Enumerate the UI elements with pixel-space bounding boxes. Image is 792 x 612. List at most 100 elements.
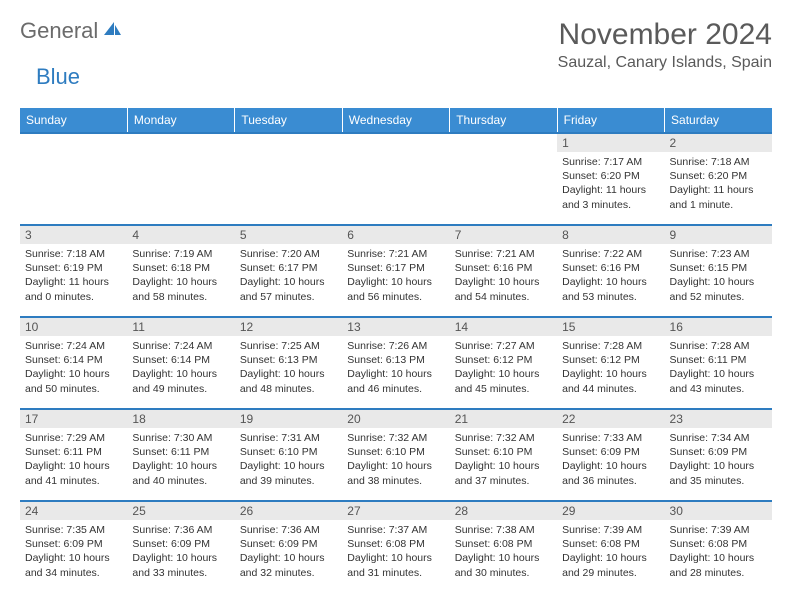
day-number: 8 bbox=[557, 226, 664, 244]
day-content: Sunrise: 7:19 AMSunset: 6:18 PMDaylight:… bbox=[127, 244, 234, 308]
day-number: 14 bbox=[450, 318, 557, 336]
day-number: 3 bbox=[20, 226, 127, 244]
calendar-cell: 27Sunrise: 7:37 AMSunset: 6:08 PMDayligh… bbox=[342, 501, 449, 593]
day-number: 4 bbox=[127, 226, 234, 244]
day-content: Sunrise: 7:27 AMSunset: 6:12 PMDaylight:… bbox=[450, 336, 557, 400]
day-content: Sunrise: 7:20 AMSunset: 6:17 PMDaylight:… bbox=[235, 244, 342, 308]
day-number: 10 bbox=[20, 318, 127, 336]
calendar-cell: 17Sunrise: 7:29 AMSunset: 6:11 PMDayligh… bbox=[20, 409, 127, 501]
calendar-cell: 14Sunrise: 7:27 AMSunset: 6:12 PMDayligh… bbox=[450, 317, 557, 409]
calendar-cell: 11Sunrise: 7:24 AMSunset: 6:14 PMDayligh… bbox=[127, 317, 234, 409]
day-content: Sunrise: 7:36 AMSunset: 6:09 PMDaylight:… bbox=[127, 520, 234, 584]
day-number: 29 bbox=[557, 502, 664, 520]
day-content: Sunrise: 7:25 AMSunset: 6:13 PMDaylight:… bbox=[235, 336, 342, 400]
day-header-tuesday: Tuesday bbox=[235, 108, 342, 133]
day-number: 9 bbox=[665, 226, 772, 244]
day-number: 18 bbox=[127, 410, 234, 428]
day-number: 17 bbox=[20, 410, 127, 428]
day-number: 1 bbox=[557, 134, 664, 152]
calendar-cell: 15Sunrise: 7:28 AMSunset: 6:12 PMDayligh… bbox=[557, 317, 664, 409]
day-number: 5 bbox=[235, 226, 342, 244]
calendar-cell: 2Sunrise: 7:18 AMSunset: 6:20 PMDaylight… bbox=[665, 133, 772, 225]
day-number: 6 bbox=[342, 226, 449, 244]
day-content: Sunrise: 7:21 AMSunset: 6:17 PMDaylight:… bbox=[342, 244, 449, 308]
day-content: Sunrise: 7:28 AMSunset: 6:11 PMDaylight:… bbox=[665, 336, 772, 400]
day-content: Sunrise: 7:39 AMSunset: 6:08 PMDaylight:… bbox=[665, 520, 772, 584]
day-header-wednesday: Wednesday bbox=[342, 108, 449, 133]
day-content: Sunrise: 7:34 AMSunset: 6:09 PMDaylight:… bbox=[665, 428, 772, 492]
calendar-cell: 7Sunrise: 7:21 AMSunset: 6:16 PMDaylight… bbox=[450, 225, 557, 317]
day-content: Sunrise: 7:35 AMSunset: 6:09 PMDaylight:… bbox=[20, 520, 127, 584]
calendar-cell: 3Sunrise: 7:18 AMSunset: 6:19 PMDaylight… bbox=[20, 225, 127, 317]
day-content: Sunrise: 7:32 AMSunset: 6:10 PMDaylight:… bbox=[450, 428, 557, 492]
day-header-row: SundayMondayTuesdayWednesdayThursdayFrid… bbox=[20, 108, 772, 133]
calendar-cell: 21Sunrise: 7:32 AMSunset: 6:10 PMDayligh… bbox=[450, 409, 557, 501]
day-number: 16 bbox=[665, 318, 772, 336]
calendar-cell: 4Sunrise: 7:19 AMSunset: 6:18 PMDaylight… bbox=[127, 225, 234, 317]
day-number: 13 bbox=[342, 318, 449, 336]
day-content: Sunrise: 7:17 AMSunset: 6:20 PMDaylight:… bbox=[557, 152, 664, 216]
day-number: 19 bbox=[235, 410, 342, 428]
day-number: 25 bbox=[127, 502, 234, 520]
day-number: 24 bbox=[20, 502, 127, 520]
calendar-cell: 5Sunrise: 7:20 AMSunset: 6:17 PMDaylight… bbox=[235, 225, 342, 317]
calendar-cell: 6Sunrise: 7:21 AMSunset: 6:17 PMDaylight… bbox=[342, 225, 449, 317]
day-content: Sunrise: 7:29 AMSunset: 6:11 PMDaylight:… bbox=[20, 428, 127, 492]
calendar-cell: 29Sunrise: 7:39 AMSunset: 6:08 PMDayligh… bbox=[557, 501, 664, 593]
day-content: Sunrise: 7:26 AMSunset: 6:13 PMDaylight:… bbox=[342, 336, 449, 400]
day-content: Sunrise: 7:22 AMSunset: 6:16 PMDaylight:… bbox=[557, 244, 664, 308]
calendar-cell: 8Sunrise: 7:22 AMSunset: 6:16 PMDaylight… bbox=[557, 225, 664, 317]
day-content: Sunrise: 7:30 AMSunset: 6:11 PMDaylight:… bbox=[127, 428, 234, 492]
calendar-cell: 24Sunrise: 7:35 AMSunset: 6:09 PMDayligh… bbox=[20, 501, 127, 593]
day-number: 2 bbox=[665, 134, 772, 152]
calendar-cell: 12Sunrise: 7:25 AMSunset: 6:13 PMDayligh… bbox=[235, 317, 342, 409]
calendar-cell: 30Sunrise: 7:39 AMSunset: 6:08 PMDayligh… bbox=[665, 501, 772, 593]
day-content: Sunrise: 7:18 AMSunset: 6:20 PMDaylight:… bbox=[665, 152, 772, 216]
day-number: 28 bbox=[450, 502, 557, 520]
calendar-cell: 28Sunrise: 7:38 AMSunset: 6:08 PMDayligh… bbox=[450, 501, 557, 593]
day-header-friday: Friday bbox=[557, 108, 664, 133]
calendar-cell bbox=[127, 133, 234, 225]
week-row: 17Sunrise: 7:29 AMSunset: 6:11 PMDayligh… bbox=[20, 409, 772, 501]
logo-text-general: General bbox=[20, 18, 98, 44]
calendar-cell: 25Sunrise: 7:36 AMSunset: 6:09 PMDayligh… bbox=[127, 501, 234, 593]
day-content: Sunrise: 7:24 AMSunset: 6:14 PMDaylight:… bbox=[20, 336, 127, 400]
day-number: 23 bbox=[665, 410, 772, 428]
calendar-cell bbox=[342, 133, 449, 225]
calendar-cell bbox=[450, 133, 557, 225]
day-content: Sunrise: 7:32 AMSunset: 6:10 PMDaylight:… bbox=[342, 428, 449, 492]
month-title: November 2024 bbox=[558, 18, 772, 52]
day-header-sunday: Sunday bbox=[20, 108, 127, 133]
calendar-cell: 22Sunrise: 7:33 AMSunset: 6:09 PMDayligh… bbox=[557, 409, 664, 501]
calendar-cell: 9Sunrise: 7:23 AMSunset: 6:15 PMDaylight… bbox=[665, 225, 772, 317]
week-row: 24Sunrise: 7:35 AMSunset: 6:09 PMDayligh… bbox=[20, 501, 772, 593]
calendar-cell: 16Sunrise: 7:28 AMSunset: 6:11 PMDayligh… bbox=[665, 317, 772, 409]
logo-text-blue: Blue bbox=[36, 64, 80, 89]
calendar-cell: 10Sunrise: 7:24 AMSunset: 6:14 PMDayligh… bbox=[20, 317, 127, 409]
day-number: 26 bbox=[235, 502, 342, 520]
calendar-table: SundayMondayTuesdayWednesdayThursdayFrid… bbox=[20, 108, 772, 593]
day-number: 12 bbox=[235, 318, 342, 336]
logo-sail-icon bbox=[102, 20, 122, 43]
day-header-monday: Monday bbox=[127, 108, 234, 133]
day-content: Sunrise: 7:38 AMSunset: 6:08 PMDaylight:… bbox=[450, 520, 557, 584]
day-content: Sunrise: 7:23 AMSunset: 6:15 PMDaylight:… bbox=[665, 244, 772, 308]
day-content: Sunrise: 7:21 AMSunset: 6:16 PMDaylight:… bbox=[450, 244, 557, 308]
calendar-cell: 20Sunrise: 7:32 AMSunset: 6:10 PMDayligh… bbox=[342, 409, 449, 501]
calendar-cell bbox=[20, 133, 127, 225]
calendar-cell: 19Sunrise: 7:31 AMSunset: 6:10 PMDayligh… bbox=[235, 409, 342, 501]
day-content: Sunrise: 7:36 AMSunset: 6:09 PMDaylight:… bbox=[235, 520, 342, 584]
calendar-cell: 23Sunrise: 7:34 AMSunset: 6:09 PMDayligh… bbox=[665, 409, 772, 501]
day-header-thursday: Thursday bbox=[450, 108, 557, 133]
day-content: Sunrise: 7:28 AMSunset: 6:12 PMDaylight:… bbox=[557, 336, 664, 400]
day-content: Sunrise: 7:37 AMSunset: 6:08 PMDaylight:… bbox=[342, 520, 449, 584]
day-content: Sunrise: 7:33 AMSunset: 6:09 PMDaylight:… bbox=[557, 428, 664, 492]
logo: General bbox=[20, 18, 124, 44]
calendar-cell: 13Sunrise: 7:26 AMSunset: 6:13 PMDayligh… bbox=[342, 317, 449, 409]
day-number: 20 bbox=[342, 410, 449, 428]
calendar-cell: 26Sunrise: 7:36 AMSunset: 6:09 PMDayligh… bbox=[235, 501, 342, 593]
day-content: Sunrise: 7:24 AMSunset: 6:14 PMDaylight:… bbox=[127, 336, 234, 400]
day-content: Sunrise: 7:31 AMSunset: 6:10 PMDaylight:… bbox=[235, 428, 342, 492]
week-row: 3Sunrise: 7:18 AMSunset: 6:19 PMDaylight… bbox=[20, 225, 772, 317]
calendar-cell bbox=[235, 133, 342, 225]
